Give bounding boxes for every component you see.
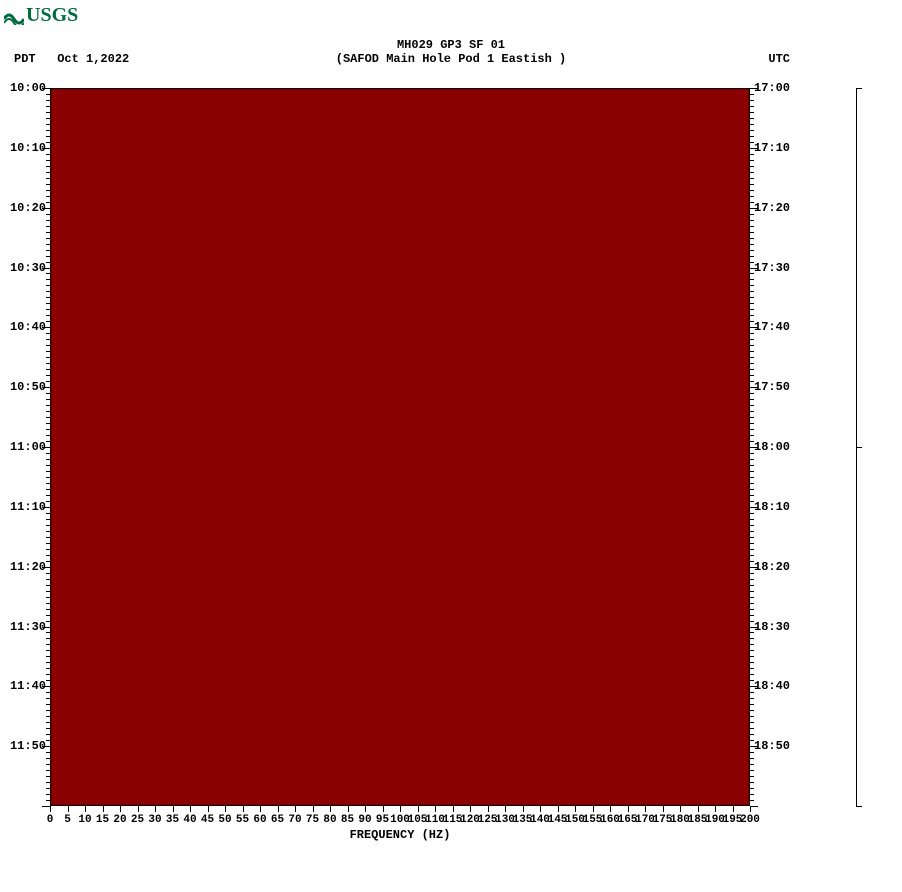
usgs-logo-text: USGS xyxy=(26,4,78,27)
xtick: 65 xyxy=(271,814,284,826)
ytick-left: 11:20 xyxy=(10,560,46,574)
xtick: 55 xyxy=(236,814,249,826)
ytick-right: 18:20 xyxy=(754,560,790,574)
xtick: 85 xyxy=(341,814,354,826)
xtick: 5 xyxy=(64,814,71,826)
ytick-right: 18:00 xyxy=(754,440,790,454)
xtick: 35 xyxy=(166,814,179,826)
left-tz: PDT xyxy=(14,52,36,66)
xtick: 90 xyxy=(358,814,371,826)
xtick: 45 xyxy=(201,814,214,826)
xtick: 25 xyxy=(131,814,144,826)
ytick-left: 11:30 xyxy=(10,620,46,634)
xtick: 50 xyxy=(218,814,231,826)
xtick: 30 xyxy=(148,814,161,826)
ytick-left: 11:10 xyxy=(10,500,46,514)
spectrogram-canvas xyxy=(50,88,750,806)
ytick-right: 17:50 xyxy=(754,380,790,394)
ytick-left: 11:00 xyxy=(10,440,46,454)
ytick-right: 18:30 xyxy=(754,620,790,634)
xtick: 0 xyxy=(47,814,54,826)
ytick-left: 10:20 xyxy=(10,201,46,215)
xtick: 75 xyxy=(306,814,319,826)
ytick-left: 10:50 xyxy=(10,380,46,394)
date: Oct 1,2022 xyxy=(57,52,129,66)
ytick-right: 17:10 xyxy=(754,141,790,155)
xtick: 70 xyxy=(288,814,301,826)
ytick-right: 17:00 xyxy=(754,81,790,95)
usgs-logo: USGS xyxy=(4,4,78,27)
ytick-right: 17:30 xyxy=(754,261,790,275)
ytick-left: 10:40 xyxy=(10,320,46,334)
right-tz: UTC xyxy=(768,52,790,66)
xtick: 15 xyxy=(96,814,109,826)
ytick-right: 17:40 xyxy=(754,320,790,334)
xtick: 60 xyxy=(253,814,266,826)
spectrogram-plot xyxy=(50,88,750,806)
x-axis-label: FREQUENCY (HZ) xyxy=(50,828,750,842)
title-line1: MH029 GP3 SF 01 xyxy=(0,38,902,52)
xtick: 95 xyxy=(376,814,389,826)
y-axis-right: 17:0017:1017:2017:3017:4017:5018:0018:10… xyxy=(750,88,810,806)
ytick-right: 17:20 xyxy=(754,201,790,215)
xtick: 20 xyxy=(113,814,126,826)
xtick: 40 xyxy=(183,814,196,826)
usgs-wave-icon xyxy=(4,7,24,25)
ytick-right: 18:10 xyxy=(754,500,790,514)
xtick: 200 xyxy=(740,814,760,826)
ytick-left: 10:10 xyxy=(10,141,46,155)
header-right: UTC xyxy=(768,52,790,66)
ytick-right: 18:40 xyxy=(754,679,790,693)
xtick: 10 xyxy=(78,814,91,826)
ytick-left: 10:30 xyxy=(10,261,46,275)
title-line2: (SAFOD Main Hole Pod 1 Eastish ) xyxy=(0,52,902,66)
ytick-left: 10:00 xyxy=(10,81,46,95)
ytick-left: 11:50 xyxy=(10,739,46,753)
scale-bar xyxy=(856,88,857,806)
chart-title: MH029 GP3 SF 01 (SAFOD Main Hole Pod 1 E… xyxy=(0,38,902,66)
ytick-right: 18:50 xyxy=(754,739,790,753)
y-axis-left: 10:0010:1010:2010:3010:4010:5011:0011:10… xyxy=(0,88,50,806)
xtick: 80 xyxy=(323,814,336,826)
header-left: PDT Oct 1,2022 xyxy=(14,52,129,66)
ytick-left: 11:40 xyxy=(10,679,46,693)
